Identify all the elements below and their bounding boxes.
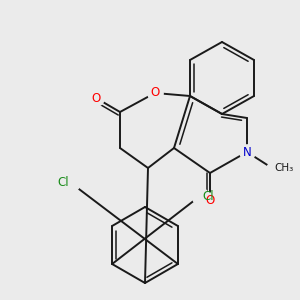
- Text: O: O: [206, 194, 214, 206]
- Text: O: O: [92, 92, 100, 104]
- Text: O: O: [150, 86, 160, 100]
- Text: Cl: Cl: [202, 190, 214, 202]
- Text: Cl: Cl: [57, 176, 69, 190]
- Text: CH₃: CH₃: [274, 163, 293, 173]
- Text: N: N: [243, 146, 251, 158]
